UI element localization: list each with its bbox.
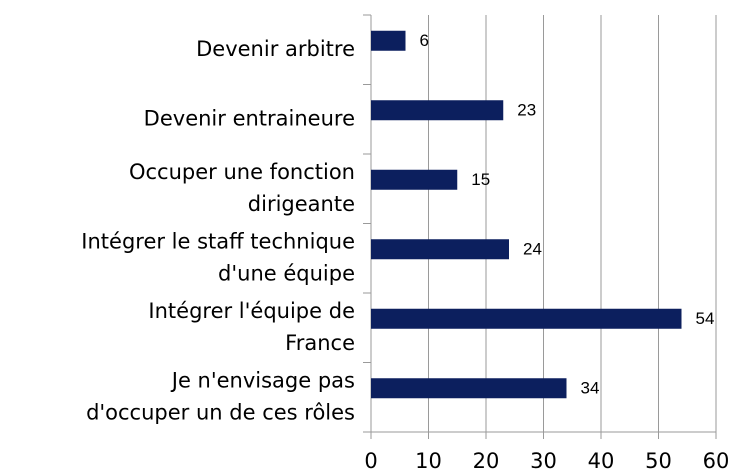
y-tick-label: Je n'envisage pas <box>170 368 355 392</box>
y-tick-label: d'une équipe <box>218 261 355 285</box>
value-label: 15 <box>471 170 490 189</box>
x-tick-label: 50 <box>645 449 672 473</box>
y-tick-label: Intégrer le staff technique <box>81 229 355 253</box>
bar <box>371 169 458 190</box>
value-label: 34 <box>581 379 600 398</box>
y-tick-label: d'occuper un de ces rôles <box>86 400 355 424</box>
bar <box>371 239 509 260</box>
x-tick-label: 60 <box>703 449 730 473</box>
y-tick-label: Devenir arbitre <box>196 37 355 61</box>
y-tick-label: Occuper une fonction <box>129 160 355 184</box>
y-tick-label: France <box>285 331 355 355</box>
y-tick-label: dirigeante <box>248 192 355 216</box>
x-tick-label: 20 <box>473 449 500 473</box>
x-tick-label: 0 <box>364 449 377 473</box>
y-tick-label: Devenir entraineure <box>144 106 355 130</box>
value-label: 23 <box>517 101 536 120</box>
x-tick-label: 40 <box>588 449 615 473</box>
bar <box>371 378 567 399</box>
bar <box>371 30 406 51</box>
y-tick-label: Intégrer l'équipe de <box>148 299 355 323</box>
x-tick-label: 10 <box>415 449 442 473</box>
value-label: 6 <box>420 31 429 50</box>
value-label: 54 <box>696 309 715 328</box>
bar <box>371 308 682 329</box>
value-label: 24 <box>523 240 542 259</box>
x-tick-label: 30 <box>530 449 557 473</box>
bar <box>371 100 504 121</box>
